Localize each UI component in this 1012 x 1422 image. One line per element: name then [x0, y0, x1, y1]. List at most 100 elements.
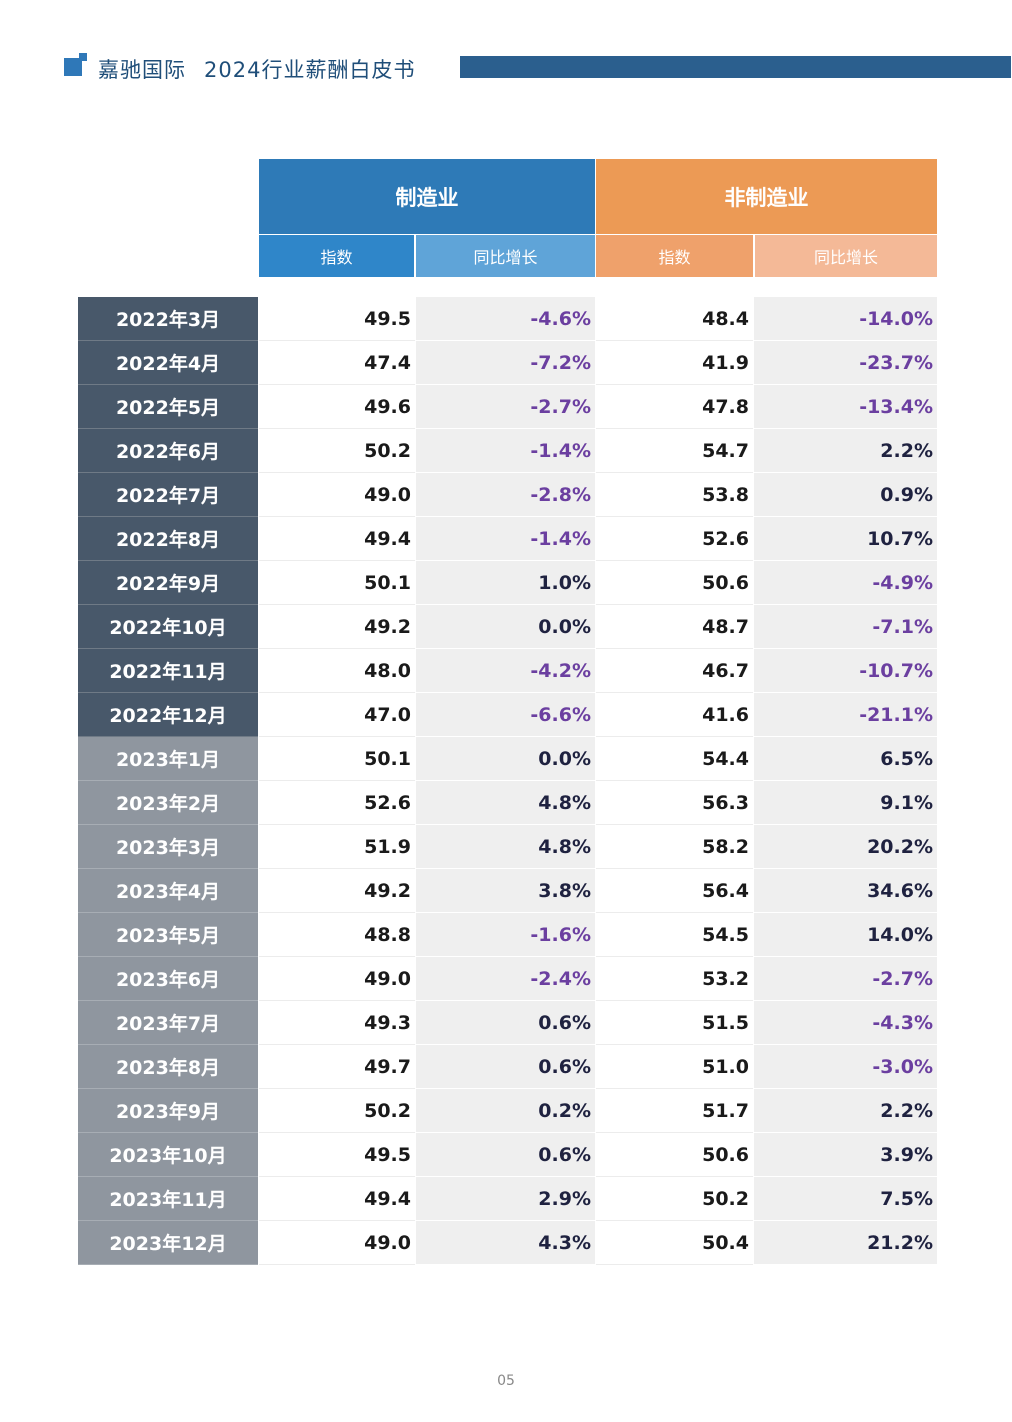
month-cell: 2023年12月 [78, 1221, 258, 1265]
non-manufacturing-growth-cell: -14.0% [754, 297, 937, 341]
brand-logo-icon [64, 53, 88, 77]
manufacturing-index-cell: 48.0 [259, 649, 415, 693]
manufacturing-index-cell: 49.0 [259, 957, 415, 1001]
month-cell: 2022年11月 [78, 649, 258, 693]
manufacturing-index-cell: 47.0 [259, 693, 415, 737]
table-row: 2023年4月 49.2 3.8% 56.4 34.6% [78, 869, 937, 913]
month-cell: 2022年6月 [78, 429, 258, 473]
non-manufacturing-index-cell: 51.0 [596, 1045, 753, 1089]
month-cell: 2022年10月 [78, 605, 258, 649]
manufacturing-index-cell: 49.4 [259, 1177, 415, 1221]
table-row: 2022年8月 49.4 -1.4% 52.6 10.7% [78, 517, 937, 561]
table-row: 2023年10月 49.5 0.6% 50.6 3.9% [78, 1133, 937, 1177]
non-manufacturing-index-cell: 41.6 [596, 693, 753, 737]
non-manufacturing-index-cell: 48.4 [596, 297, 753, 341]
non-manufacturing-index-cell: 51.5 [596, 1001, 753, 1045]
table-row: 2023年12月 49.0 4.3% 50.4 21.2% [78, 1221, 937, 1265]
non-manufacturing-index-cell: 50.4 [596, 1221, 753, 1265]
non-manufacturing-index-cell: 56.3 [596, 781, 753, 825]
table-row: 2022年6月 50.2 -1.4% 54.7 2.2% [78, 429, 937, 473]
non-manufacturing-growth-cell: 10.7% [754, 517, 937, 561]
non-manufacturing-growth-cell: 21.2% [754, 1221, 937, 1265]
month-cell: 2023年6月 [78, 957, 258, 1001]
non-manufacturing-index-cell: 47.8 [596, 385, 753, 429]
non-manufacturing-growth-cell: 14.0% [754, 913, 937, 957]
table-row: 2023年3月 51.9 4.8% 58.2 20.2% [78, 825, 937, 869]
manufacturing-index-cell: 49.7 [259, 1045, 415, 1089]
non-manufacturing-growth-cell: 6.5% [754, 737, 937, 781]
non-manufacturing-growth-cell: 0.9% [754, 473, 937, 517]
subheader-manufacturing-index: 指数 [259, 235, 414, 277]
table-row: 2023年2月 52.6 4.8% 56.3 9.1% [78, 781, 937, 825]
month-cell: 2022年5月 [78, 385, 258, 429]
month-cell: 2022年8月 [78, 517, 258, 561]
subheader-non-manufacturing-index: 指数 [596, 235, 753, 277]
manufacturing-growth-cell: -6.6% [416, 693, 595, 737]
non-manufacturing-index-cell: 52.6 [596, 517, 753, 561]
table-row: 2022年12月 47.0 -6.6% 41.6 -21.1% [78, 693, 937, 737]
manufacturing-growth-cell: 4.8% [416, 781, 595, 825]
non-manufacturing-index-cell: 53.2 [596, 957, 753, 1001]
manufacturing-index-cell: 50.2 [259, 429, 415, 473]
manufacturing-index-cell: 49.6 [259, 385, 415, 429]
non-manufacturing-index-cell: 51.7 [596, 1089, 753, 1133]
non-manufacturing-index-cell: 46.7 [596, 649, 753, 693]
manufacturing-growth-cell: 3.8% [416, 869, 595, 913]
non-manufacturing-growth-cell: 2.2% [754, 429, 937, 473]
table-row: 2022年9月 50.1 1.0% 50.6 -4.9% [78, 561, 937, 605]
month-cell: 2023年11月 [78, 1177, 258, 1221]
non-manufacturing-growth-cell: -3.0% [754, 1045, 937, 1089]
manufacturing-growth-cell: -1.6% [416, 913, 595, 957]
non-manufacturing-growth-cell: -4.9% [754, 561, 937, 605]
non-manufacturing-index-cell: 50.6 [596, 1133, 753, 1177]
manufacturing-index-cell: 49.4 [259, 517, 415, 561]
manufacturing-growth-cell: -4.6% [416, 297, 595, 341]
month-cell: 2023年9月 [78, 1089, 258, 1133]
non-manufacturing-index-cell: 50.2 [596, 1177, 753, 1221]
page-number: 05 [497, 1373, 515, 1389]
manufacturing-growth-cell: 4.3% [416, 1221, 595, 1265]
month-cell: 2022年3月 [78, 297, 258, 341]
table-row: 2022年11月 48.0 -4.2% 46.7 -10.7% [78, 649, 937, 693]
manufacturing-index-cell: 49.3 [259, 1001, 415, 1045]
table-row: 2022年10月 49.2 0.0% 48.7 -7.1% [78, 605, 937, 649]
table-row: 2023年5月 48.8 -1.6% 54.5 14.0% [78, 913, 937, 957]
group-header-manufacturing: 制造业 [259, 159, 595, 234]
non-manufacturing-growth-cell: 3.9% [754, 1133, 937, 1177]
manufacturing-growth-cell: -1.4% [416, 517, 595, 561]
manufacturing-index-cell: 49.5 [259, 1133, 415, 1177]
manufacturing-index-cell: 47.4 [259, 341, 415, 385]
non-manufacturing-index-cell: 48.7 [596, 605, 753, 649]
non-manufacturing-growth-cell: -4.3% [754, 1001, 937, 1045]
subheader-non-manufacturing-growth: 同比增长 [755, 235, 937, 277]
manufacturing-growth-cell: 1.0% [416, 561, 595, 605]
month-cell: 2023年10月 [78, 1133, 258, 1177]
month-cell: 2023年3月 [78, 825, 258, 869]
manufacturing-index-cell: 48.8 [259, 913, 415, 957]
non-manufacturing-growth-cell: 9.1% [754, 781, 937, 825]
non-manufacturing-growth-cell: -21.1% [754, 693, 937, 737]
non-manufacturing-growth-cell: -10.7% [754, 649, 937, 693]
manufacturing-index-cell: 51.9 [259, 825, 415, 869]
manufacturing-growth-cell: 0.6% [416, 1045, 595, 1089]
manufacturing-growth-cell: -2.7% [416, 385, 595, 429]
non-manufacturing-growth-cell: -7.1% [754, 605, 937, 649]
manufacturing-growth-cell: 2.9% [416, 1177, 595, 1221]
table-row: 2023年11月 49.4 2.9% 50.2 7.5% [78, 1177, 937, 1221]
manufacturing-index-cell: 49.2 [259, 605, 415, 649]
manufacturing-index-cell: 49.5 [259, 297, 415, 341]
table-row: 2023年8月 49.7 0.6% 51.0 -3.0% [78, 1045, 937, 1089]
table-row: 2023年7月 49.3 0.6% 51.5 -4.3% [78, 1001, 937, 1045]
month-cell: 2023年1月 [78, 737, 258, 781]
non-manufacturing-index-cell: 54.4 [596, 737, 753, 781]
manufacturing-index-cell: 49.0 [259, 1221, 415, 1265]
non-manufacturing-growth-cell: 20.2% [754, 825, 937, 869]
table-row: 2023年9月 50.2 0.2% 51.7 2.2% [78, 1089, 937, 1133]
non-manufacturing-index-cell: 50.6 [596, 561, 753, 605]
subheader-manufacturing-growth: 同比增长 [416, 235, 595, 277]
month-cell: 2022年12月 [78, 693, 258, 737]
month-cell: 2023年4月 [78, 869, 258, 913]
non-manufacturing-index-cell: 41.9 [596, 341, 753, 385]
manufacturing-index-cell: 50.1 [259, 737, 415, 781]
non-manufacturing-index-cell: 54.5 [596, 913, 753, 957]
